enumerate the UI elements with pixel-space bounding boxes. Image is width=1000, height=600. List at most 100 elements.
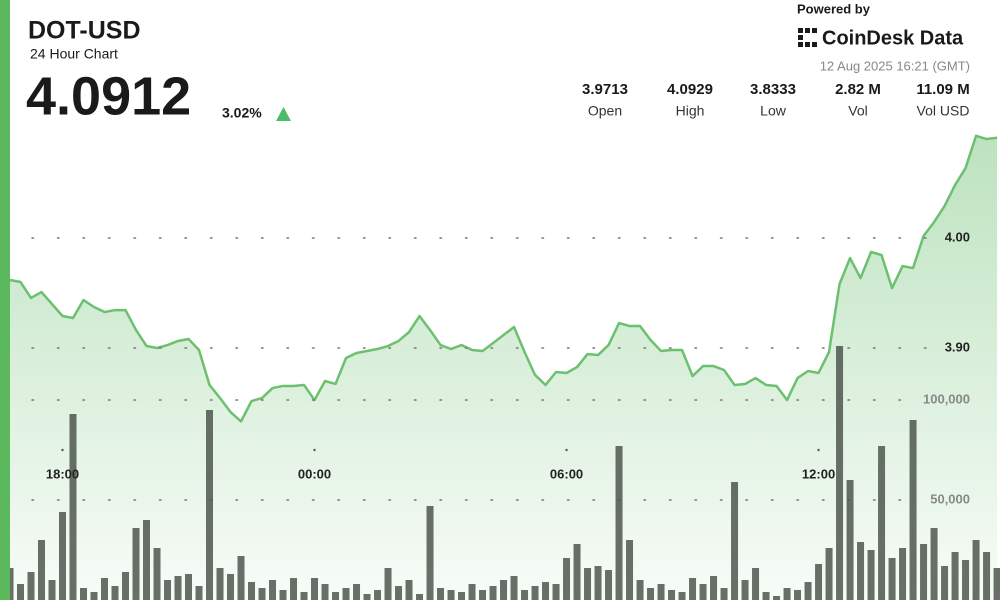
volume-bar xyxy=(206,410,214,600)
volume-bar xyxy=(195,586,203,600)
x-tick xyxy=(313,448,316,452)
volume-bar xyxy=(636,580,644,600)
accent-bar xyxy=(0,0,10,600)
subtitle: 24 Hour Chart xyxy=(30,46,118,62)
x-tick-label: 18:00 xyxy=(46,466,79,481)
volume-bar xyxy=(962,560,970,600)
x-tick xyxy=(565,448,568,452)
stat-value: 3.8333 xyxy=(750,81,796,98)
volume-bar xyxy=(185,574,193,600)
volume-bar xyxy=(405,580,413,600)
volume-bar xyxy=(909,420,917,600)
x-tick-label: 00:00 xyxy=(298,466,331,481)
volume-bar xyxy=(552,584,560,600)
volume-bar xyxy=(563,558,571,600)
volume-bar xyxy=(353,584,361,600)
volume-bar xyxy=(573,544,581,600)
volume-bar xyxy=(248,582,256,600)
stat-label: Open xyxy=(588,103,622,119)
volume-bar xyxy=(720,588,728,600)
volume-bar xyxy=(521,590,529,600)
volume-bar xyxy=(332,592,340,600)
x-tick-label: 12:00 xyxy=(802,466,835,481)
volume-bar xyxy=(626,540,634,600)
stat-value: 4.0929 xyxy=(667,81,713,98)
volume-bar xyxy=(17,584,25,600)
stat-value: 2.82 M xyxy=(835,81,881,98)
volume-bar xyxy=(395,586,403,600)
x-tick-label: 06:00 xyxy=(550,466,583,481)
stat-label: Vol USD xyxy=(917,103,970,119)
volume-bar xyxy=(983,552,991,600)
volume-bar xyxy=(489,586,497,600)
volume-bar xyxy=(90,592,98,600)
volume-bar xyxy=(584,568,592,600)
volume-bar xyxy=(930,528,938,600)
volume-bar xyxy=(164,580,172,600)
volume-bar xyxy=(174,576,182,600)
volume-bar xyxy=(773,596,781,600)
volume-bar xyxy=(458,592,466,600)
volume-bar xyxy=(857,542,865,600)
powered-by: Powered by xyxy=(797,1,871,16)
change: 3.02% xyxy=(222,105,262,121)
volume-bar xyxy=(416,594,424,600)
volume-bar xyxy=(920,544,928,600)
volume-bar xyxy=(479,590,487,600)
volume-bar xyxy=(38,540,46,600)
volume-bar xyxy=(27,572,35,600)
volume-bar xyxy=(227,574,235,600)
volume-bar xyxy=(951,552,959,600)
volume-bar xyxy=(237,556,245,600)
stat-label: High xyxy=(676,103,705,119)
volume-bar xyxy=(825,548,833,600)
volume-bar xyxy=(741,580,749,600)
volume-bar xyxy=(710,576,718,600)
volume-bar xyxy=(290,578,298,600)
volume-bar xyxy=(363,594,371,600)
volume-bar xyxy=(689,578,697,600)
price: 4.0912 xyxy=(26,66,191,126)
stat-label: Low xyxy=(760,103,787,119)
volume-bar xyxy=(647,588,655,600)
volume-bar xyxy=(605,570,613,600)
stat-label: Vol xyxy=(848,103,867,119)
volume-bar xyxy=(153,548,161,600)
symbol: DOT-USD xyxy=(28,17,141,45)
volume-bar xyxy=(531,586,539,600)
y2-tick-label: 50,000 xyxy=(930,491,970,506)
volume-bar xyxy=(258,588,266,600)
volume-bar xyxy=(122,572,130,600)
volume-bar xyxy=(941,566,949,600)
volume-bar xyxy=(615,446,623,600)
volume-bar xyxy=(678,592,686,600)
volume-bar xyxy=(846,480,854,600)
volume-bar xyxy=(111,586,119,600)
brand-logo xyxy=(798,28,817,47)
volume-bar xyxy=(993,568,1000,600)
x-tick xyxy=(817,448,820,452)
volume-bar xyxy=(783,588,791,600)
volume-bar xyxy=(216,568,224,600)
volume-bar xyxy=(731,482,739,600)
brand: CoinDesk Data xyxy=(822,27,964,49)
volume-bar xyxy=(447,590,455,600)
volume-bar xyxy=(374,590,382,600)
volume-bar xyxy=(300,592,308,600)
volume-bar xyxy=(59,512,67,600)
y2-tick-label: 100,000 xyxy=(923,391,970,406)
stat-value: 11.09 M xyxy=(916,81,969,98)
price-line xyxy=(9,134,998,423)
volume-bar xyxy=(143,520,151,600)
x-tick xyxy=(61,448,64,452)
volume-bar xyxy=(279,590,287,600)
volume-bar xyxy=(468,584,476,600)
volume-bar xyxy=(542,582,550,600)
price-area xyxy=(10,135,998,600)
volume-bar xyxy=(132,528,140,600)
volume-bar xyxy=(437,588,445,600)
volume-bar xyxy=(500,580,508,600)
volume-bar xyxy=(269,580,277,600)
volume-bar xyxy=(69,414,77,600)
